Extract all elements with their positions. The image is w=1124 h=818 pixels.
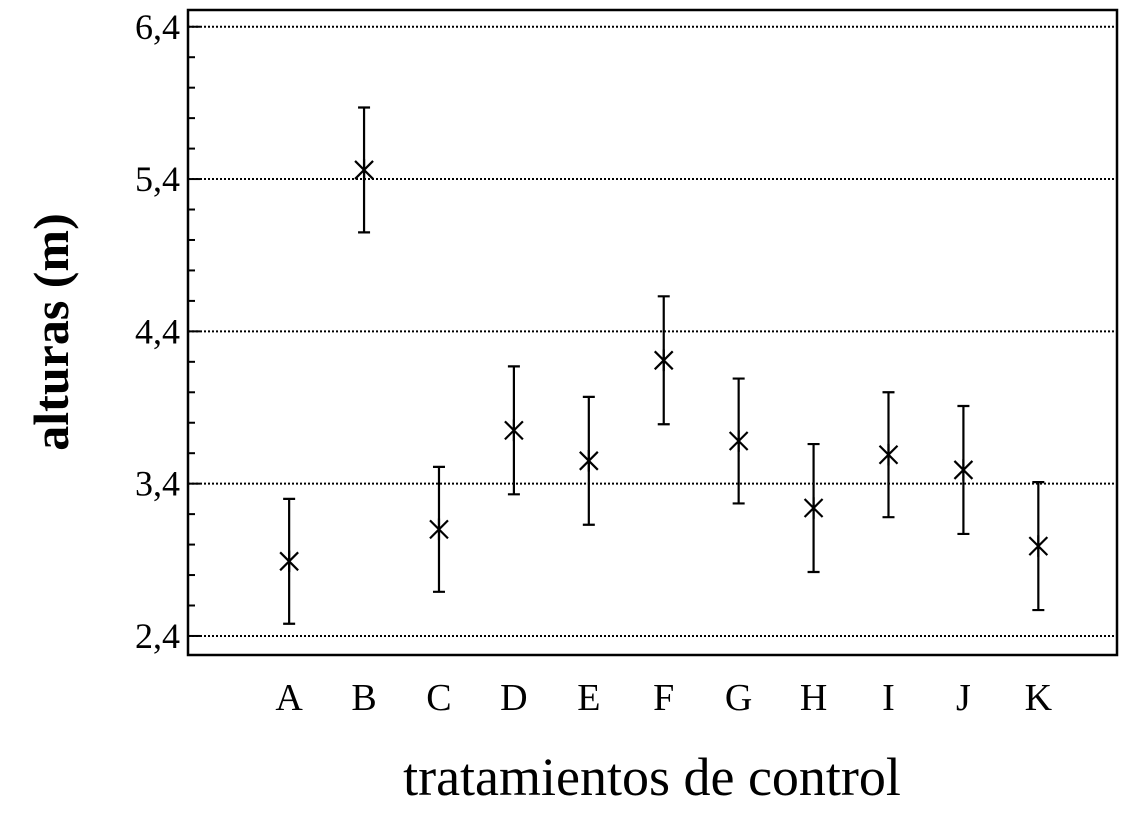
marker xyxy=(1028,535,1049,557)
y-tick-label: 5,4 xyxy=(135,159,180,199)
x-axis-label: tratamientos de control xyxy=(403,747,901,807)
y-tick-label: 3,4 xyxy=(135,464,180,504)
y-axis-label: alturas (m) xyxy=(23,213,79,450)
x-tick-label: H xyxy=(800,677,827,719)
x-tick-label: J xyxy=(956,677,971,719)
marker xyxy=(953,459,974,481)
x-tick-label: I xyxy=(882,677,895,719)
plot-frame xyxy=(186,8,1119,657)
marker xyxy=(653,349,674,372)
x-tick-label: D xyxy=(500,677,527,719)
x-tick-label: B xyxy=(351,677,376,719)
marker xyxy=(579,450,599,472)
y-tick-label: 4,4 xyxy=(135,311,180,351)
marker xyxy=(354,159,374,181)
marker xyxy=(728,430,749,452)
y-tick-label: 6,4 xyxy=(135,7,180,47)
marker xyxy=(504,419,524,442)
x-tick-label: K xyxy=(1025,677,1053,719)
marker xyxy=(803,497,824,519)
x-tick-label: E xyxy=(577,677,600,719)
marker xyxy=(429,518,449,541)
x-tick-label: F xyxy=(653,677,674,719)
x-tick-label: G xyxy=(725,677,752,719)
x-tick-label: A xyxy=(275,677,303,719)
y-tick-label: 2,4 xyxy=(135,616,180,656)
x-tick-label: C xyxy=(426,677,451,719)
marker xyxy=(279,550,299,573)
marker xyxy=(878,443,899,466)
